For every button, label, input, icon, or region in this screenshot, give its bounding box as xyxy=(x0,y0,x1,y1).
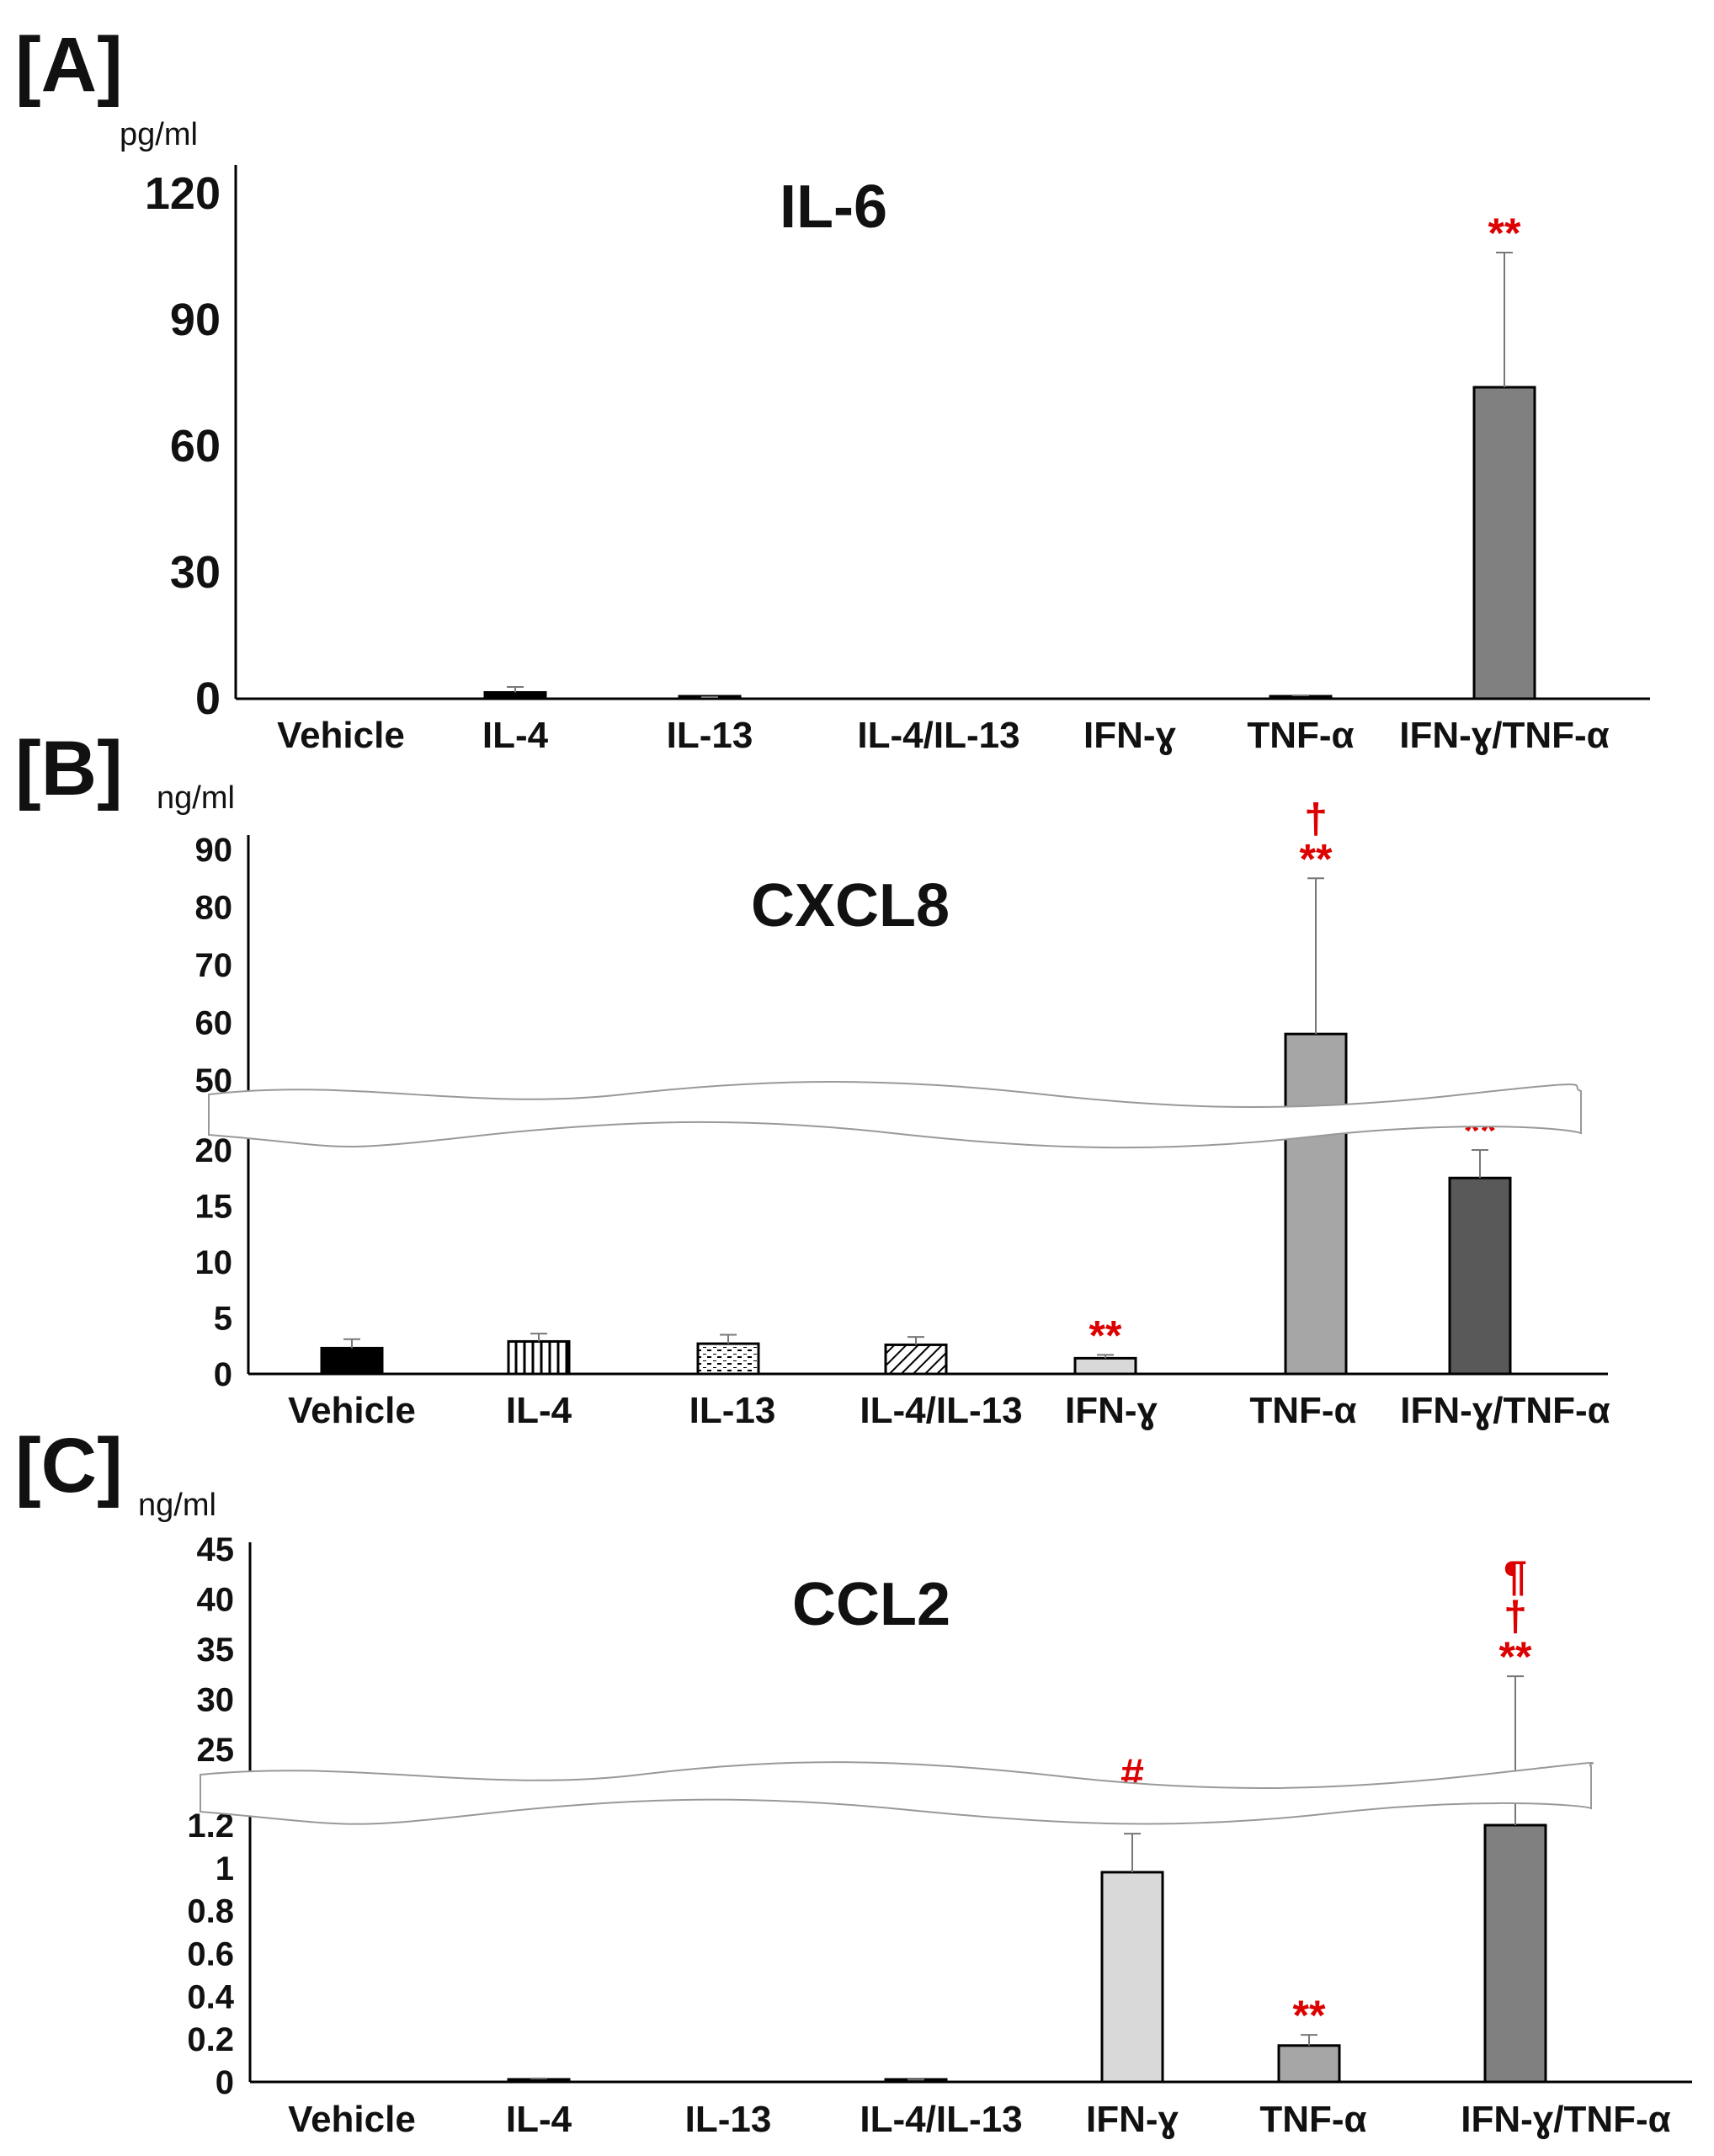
panel-b-y-tick-1-1: 60 xyxy=(195,1005,233,1042)
panel-a-category-4: IFN-ɣ xyxy=(1083,715,1177,756)
panel-b-y-tick-1-2: 70 xyxy=(195,947,233,984)
panel-b-y-tick-0-0: 0 xyxy=(214,1356,232,1393)
panel-c-category-6: IFN-ɣ/TNF-α xyxy=(1461,2099,1670,2140)
panel-a-bar-1 xyxy=(483,691,547,700)
panel-b-significance-5-0: † xyxy=(1304,795,1328,842)
panel-c-category-4: IFN-ɣ xyxy=(1086,2099,1179,2140)
panel-c-significance-5-0: ** xyxy=(1293,1992,1326,2039)
panel-c-category-3: IL-4/IL-13 xyxy=(860,2099,1022,2140)
panel-c-category-0: Vehicle xyxy=(288,2099,416,2140)
panel-c-category-5: TNF-α xyxy=(1259,2099,1366,2140)
panel-a-category-1: IL-4 xyxy=(482,715,549,756)
panel-c-y-tick-1-1: 30 xyxy=(197,1682,235,1719)
panel-b-y-tick-0-3: 15 xyxy=(195,1189,233,1226)
panel-a-category-5: TNF-α xyxy=(1247,715,1354,756)
panel-a-y-unit: pg/ml xyxy=(120,117,198,152)
panel-b-bar-1 xyxy=(507,1339,571,1376)
panel-b-title: CXCL8 xyxy=(751,872,950,940)
panel-c-y-tick-0-5: 1 xyxy=(216,1850,234,1887)
panel-c-bar-1 xyxy=(507,2078,571,2084)
panel-a-y-tick-0-3: 90 xyxy=(170,295,221,345)
panel-a-significance-6-0: ** xyxy=(1488,210,1521,257)
panel-c-bar-4 xyxy=(1100,1871,1164,2084)
panel-b-category-1: IL-4 xyxy=(506,1390,572,1431)
panel-c-y-tick-1-3: 40 xyxy=(197,1582,235,1619)
panel-c-significance-6-0: ¶ xyxy=(1504,1552,1527,1600)
panel-c-y-tick-0-3: 0.6 xyxy=(187,1936,234,1973)
panel-a-label: [A] xyxy=(15,22,123,108)
panel-b-y-tick-0-2: 10 xyxy=(195,1244,233,1281)
panel-b-category-5: TNF-α xyxy=(1249,1390,1356,1431)
panel-c-significance-6-1: † xyxy=(1504,1593,1527,1640)
panel-b-y-unit: ng/ml xyxy=(157,780,235,816)
panel-b-significance-5-1: ** xyxy=(1300,835,1333,882)
panel-b-category-3: IL-4/IL-13 xyxy=(860,1390,1022,1431)
panel-a-title: IL-6 xyxy=(780,173,887,241)
panel-b-bar-4 xyxy=(1073,1356,1137,1376)
panel-c-title: CCL2 xyxy=(792,1571,950,1638)
panel-c-category-2: IL-13 xyxy=(685,2099,772,2140)
panel-a-category-6: IFN-ɣ/TNF-α xyxy=(1399,715,1609,756)
panel-b-y-tick-1-3: 80 xyxy=(195,890,233,927)
panel-c-y-tick-0-4: 0.8 xyxy=(187,1893,234,1930)
panel-b-significance-4-0: ** xyxy=(1089,1312,1122,1359)
panel-c-y-tick-0-1: 0.2 xyxy=(187,2021,234,2058)
panel-a-y-tick-0-4: 120 xyxy=(145,168,221,219)
panel-a-bar-5 xyxy=(1269,695,1333,700)
panel-b-bar-5 xyxy=(1284,1032,1348,1376)
panel-b-bar-6 xyxy=(1448,1176,1512,1376)
panel-c-y-unit: ng/ml xyxy=(138,1488,216,1523)
panel-b-label: [B] xyxy=(15,726,123,812)
panel-c-y-tick-1-0: 25 xyxy=(197,1732,235,1769)
panel-a-category-2: IL-13 xyxy=(667,715,753,756)
panel-b-axis-break xyxy=(208,1081,1582,1149)
panel-b-y-tick-0-4: 20 xyxy=(195,1132,233,1169)
panel-b-category-2: IL-13 xyxy=(689,1390,776,1431)
panel-c-bar-5 xyxy=(1277,2044,1341,2084)
panel-c-y-tick-1-4: 45 xyxy=(197,1531,235,1568)
panel-c-y-tick-0-0: 0 xyxy=(216,2064,234,2101)
panel-a: [A] pg/ml IL-6 0 30 60 90 120 ** Vehicle IL-4… xyxy=(15,22,1650,756)
panel-c-y-tick-1-2: 35 xyxy=(197,1632,235,1669)
panel-b-category-0: Vehicle xyxy=(288,1390,416,1431)
panel-a-bar-6 xyxy=(1472,386,1536,700)
panel-a-category-3: IL-4/IL-13 xyxy=(857,715,1019,756)
panel-b-category-4: IFN-ɣ xyxy=(1065,1390,1158,1431)
panel-b-category-6: IFN-ɣ/TNF-α xyxy=(1400,1390,1610,1431)
panel-a-y-tick-0-0: 0 xyxy=(195,673,221,724)
panel-a-category-0: Vehicle xyxy=(277,715,405,756)
panel-c: [C] ng/ml CCL2 00.20.40.60.811.225303540… xyxy=(15,1423,1692,2140)
panel-b-bar-2 xyxy=(696,1342,760,1376)
panel-b-y-tick-0-1: 5 xyxy=(214,1301,232,1338)
panel-a-y-tick-0-2: 60 xyxy=(170,421,221,471)
panel-c-y-tick-0-2: 0.4 xyxy=(187,1978,234,2015)
panel-b-bar-0 xyxy=(320,1346,384,1376)
panel-c-significance-6-2: ** xyxy=(1499,1633,1532,1680)
panel-c-bar-6 xyxy=(1483,1823,1547,2084)
panel-c-category-1: IL-4 xyxy=(506,2099,572,2140)
panel-b-bar-3 xyxy=(884,1343,948,1376)
panel-b-y-tick-1-4: 90 xyxy=(195,832,233,869)
panel-c-label: [C] xyxy=(15,1423,123,1509)
panel-c-axis-break xyxy=(200,1761,1594,1825)
panel-a-y-tick-0-1: 30 xyxy=(170,547,221,598)
